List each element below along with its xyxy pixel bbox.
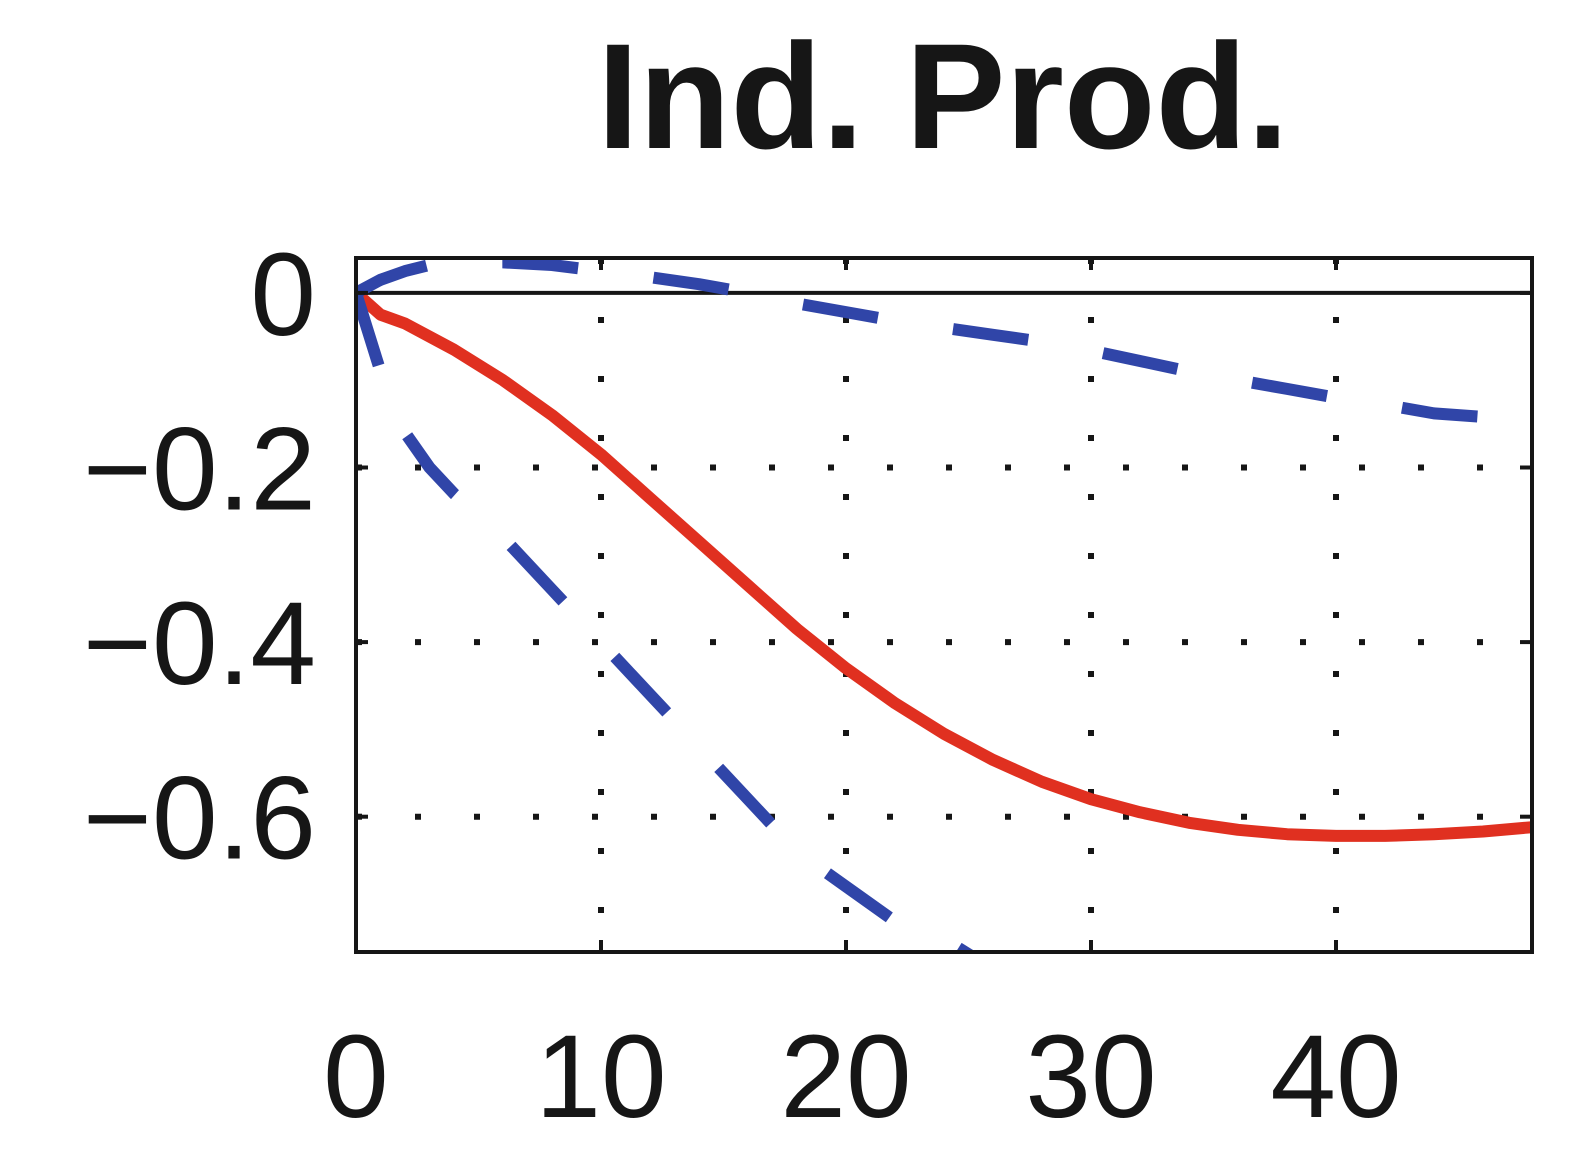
y-tick-labels: 0 −0.2 −0.4 −0.6 (83, 229, 316, 885)
chart-title: Ind. Prod. (597, 12, 1289, 180)
x-tick-label: 30 (1025, 1011, 1156, 1143)
x-tick-label: 40 (1270, 1011, 1401, 1143)
confidence-band-line-1 (354, 257, 1532, 423)
y-tick-label: −0.2 (83, 404, 316, 536)
plot-frame (354, 256, 1534, 954)
y-tick-label: 0 (250, 229, 316, 361)
x-tick-label: 10 (535, 1011, 666, 1143)
axis-ticks (354, 258, 1532, 952)
point-estimate-line (354, 286, 1532, 842)
x-tick-label: 20 (780, 1011, 911, 1143)
x-tick-label: 0 (323, 1011, 389, 1143)
series-group (354, 257, 1532, 953)
grid-lines (356, 258, 1532, 952)
x-tick-labels: 0 10 20 30 40 (323, 1011, 1401, 1143)
y-tick-label: −0.6 (83, 753, 316, 885)
confidence-band-line-2 (354, 291, 978, 953)
y-tick-label: −0.4 (83, 578, 316, 710)
